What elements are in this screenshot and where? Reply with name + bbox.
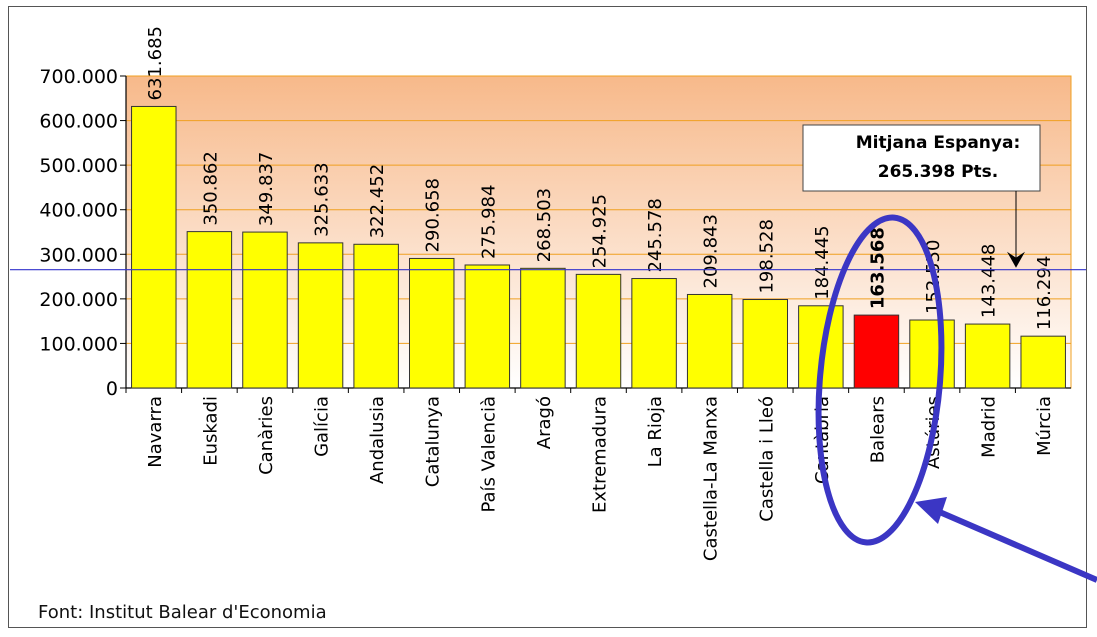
bar-gal-cia [297, 242, 344, 389]
category-label: Extremadura [590, 396, 611, 513]
data-label: 349.837 [256, 152, 277, 226]
category-label: Castella-La Manxa [701, 396, 722, 561]
bar-arag- [520, 267, 566, 389]
category-label: Madrid [979, 396, 1000, 458]
average-arrow-head [1007, 251, 1025, 268]
y-tick-label: 200.000 [39, 289, 118, 311]
category-label: Aragó [534, 396, 555, 449]
category-label: Galícia [312, 396, 333, 457]
category-label: La Rioja [645, 396, 666, 467]
data-label: 254.925 [590, 194, 611, 268]
y-tick-label: 600.000 [39, 111, 118, 133]
data-label: 290.658 [423, 178, 444, 252]
average-note-box [802, 124, 1041, 192]
bar-extremadura [575, 273, 622, 389]
average-note-line2: 265.398 Pts. [878, 162, 999, 182]
category-label: Navarra [145, 396, 166, 468]
bar-balears [853, 314, 900, 389]
highlight-ellipse [815, 214, 945, 546]
data-label: 198.528 [756, 219, 777, 293]
data-label: 275.984 [478, 185, 499, 259]
bar-catalunya [409, 257, 455, 389]
bar-castella-i-lle- [742, 299, 789, 389]
y-tick-label: 700.000 [39, 66, 118, 88]
source-note: Font: Institut Balear d'Economia [38, 602, 327, 623]
bar-navarra [131, 105, 177, 389]
data-label: 268.503 [534, 188, 555, 262]
data-label: 245.578 [645, 198, 666, 272]
data-label: 163.568 [867, 227, 888, 309]
bar-castella-la-manxa [686, 293, 733, 389]
category-label: Euskadi [200, 396, 221, 466]
average-note-line1: Mitjana Espanya: [856, 133, 1021, 153]
data-label: 350.862 [200, 151, 221, 225]
bar-pa-s-valenci- [464, 264, 511, 389]
data-label: 116.294 [1034, 256, 1055, 330]
bar-can-ries [242, 231, 288, 389]
bar-euskadi [186, 231, 233, 389]
category-label: Múrcia [1034, 396, 1055, 456]
data-label: 322.452 [367, 164, 388, 238]
y-tick-label: 100.000 [39, 333, 118, 355]
bar-madrid [964, 323, 1011, 389]
y-tick-label: 0 [106, 378, 118, 400]
y-tick-label: 400.000 [39, 200, 118, 222]
data-label: 325.633 [312, 162, 333, 236]
bar-m-rcia [1020, 335, 1066, 389]
data-label: 631.685 [145, 26, 166, 100]
bar-andalusia [353, 243, 399, 389]
data-label: 143.448 [979, 244, 1000, 318]
category-label: Canàries [256, 396, 277, 475]
data-label: 209.843 [701, 214, 722, 288]
category-label: Castella i Lleó [756, 396, 777, 522]
category-label: País Valencià [478, 396, 499, 513]
category-label: Balears [867, 396, 888, 463]
bar-ast-ries [909, 319, 955, 389]
pointer-arrow-head [915, 497, 947, 524]
pointer-arrow-shaft [933, 507, 1097, 583]
category-label: Andalusia [367, 396, 388, 484]
category-label: Catalunya [423, 396, 444, 487]
y-tick-label: 300.000 [39, 244, 118, 266]
data-label: 184.445 [812, 225, 833, 299]
bar-la-rioja [631, 278, 677, 389]
y-tick-label: 500.000 [39, 155, 118, 177]
